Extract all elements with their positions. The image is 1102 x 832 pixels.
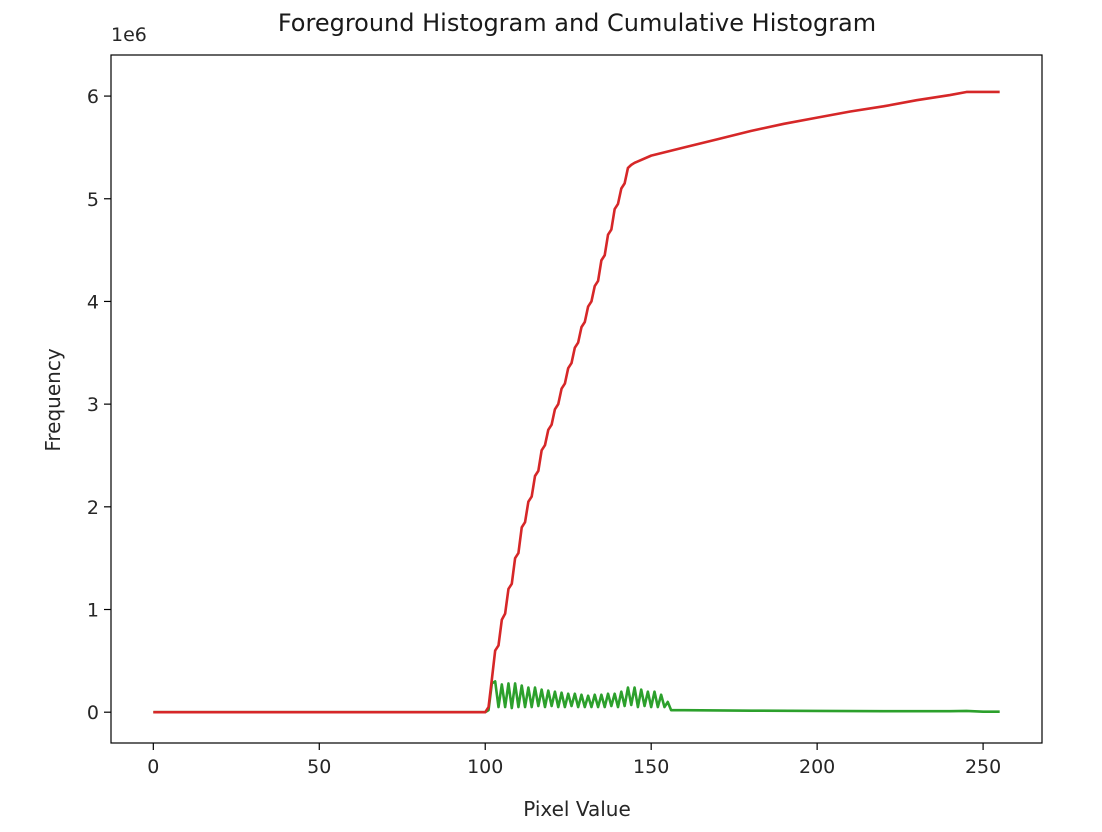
y-axis-label: Frequency xyxy=(41,348,65,451)
x-tick-label: 250 xyxy=(965,756,1001,778)
tick-layer: 0 50 100 150 200 250 0 1 2 3 4 5 6 xyxy=(87,86,1001,778)
y-tick-label: 6 xyxy=(87,86,99,108)
y-offset-text: 1e6 xyxy=(111,24,147,46)
y-tick-label: 4 xyxy=(87,291,99,313)
plot-area xyxy=(153,90,1000,714)
x-tick-label: 50 xyxy=(307,756,331,778)
series-line-1 xyxy=(153,90,1000,714)
x-axis-label: Pixel Value xyxy=(523,797,631,821)
y-tick-label: 2 xyxy=(87,497,99,519)
x-tick-label: 150 xyxy=(633,756,669,778)
x-tick-label: 0 xyxy=(147,756,159,778)
x-tick-label: 200 xyxy=(799,756,835,778)
y-tick-label: 5 xyxy=(87,189,99,211)
series-line-0 xyxy=(153,680,1000,714)
chart-title: Foreground Histogram and Cumulative Hist… xyxy=(278,9,876,37)
plot-frame xyxy=(110,54,1043,744)
x-tick-label: 100 xyxy=(467,756,503,778)
y-tick-label: 1 xyxy=(87,600,99,622)
y-tick-label: 0 xyxy=(87,702,99,724)
y-tick-label: 3 xyxy=(87,394,99,416)
